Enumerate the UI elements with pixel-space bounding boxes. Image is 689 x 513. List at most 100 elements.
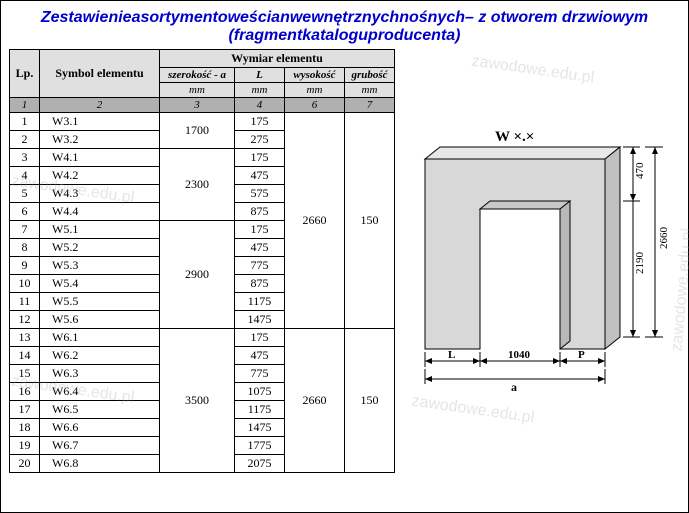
cell-L: 575 <box>235 185 285 203</box>
colnum: 1 <box>10 98 40 113</box>
shape-inner <box>480 201 570 209</box>
header-grub: grubość <box>345 68 395 83</box>
cell-symbol: W5.6 <box>40 311 160 329</box>
dim-a: a <box>511 380 517 394</box>
cell-symbol: W5.3 <box>40 257 160 275</box>
header-symbol: Symbol elementu <box>40 50 160 98</box>
element-diagram: W ×.× 470 2190 <box>395 49 689 473</box>
cell-L: 175 <box>235 113 285 131</box>
cell-L: 1475 <box>235 311 285 329</box>
cell-lp: 1 <box>10 113 40 131</box>
shape-front <box>425 159 605 349</box>
cell-lp: 11 <box>10 293 40 311</box>
cell-L: 875 <box>235 203 285 221</box>
cell-symbol: W6.7 <box>40 437 160 455</box>
cell-L: 1175 <box>235 401 285 419</box>
cell-lp: 10 <box>10 275 40 293</box>
cell-lp: 6 <box>10 203 40 221</box>
cell-L: 275 <box>235 131 285 149</box>
shape-side <box>605 147 620 349</box>
cell-symbol: W3.2 <box>40 131 160 149</box>
cell-symbol: W3.1 <box>40 113 160 131</box>
cell-lp: 16 <box>10 383 40 401</box>
diagram-label-w: W ×.× <box>495 129 534 146</box>
cell-lp: 19 <box>10 437 40 455</box>
colnum: 7 <box>345 98 395 113</box>
cell-lp: 5 <box>10 185 40 203</box>
cell-h: 2660 <box>285 113 345 329</box>
header-L: L <box>235 68 285 83</box>
colnum: 6 <box>285 98 345 113</box>
cell-symbol: W6.6 <box>40 419 160 437</box>
title-line-2: (fragmentkataloguproducenta) <box>228 27 460 44</box>
cell-L: 475 <box>235 347 285 365</box>
cell-L: 175 <box>235 329 285 347</box>
cell-lp: 13 <box>10 329 40 347</box>
cell-L: 1775 <box>235 437 285 455</box>
cell-lp: 20 <box>10 455 40 473</box>
colnum: 3 <box>160 98 235 113</box>
cell-symbol: W5.4 <box>40 275 160 293</box>
shape-inner-side <box>560 201 570 349</box>
dim-1040: 1040 <box>508 349 531 361</box>
cell-lp: 7 <box>10 221 40 239</box>
cell-a: 3500 <box>160 329 235 473</box>
cell-symbol: W5.1 <box>40 221 160 239</box>
dim-L: L <box>448 349 455 361</box>
unit-mm: mm <box>235 83 285 98</box>
cell-symbol: W6.1 <box>40 329 160 347</box>
cell-symbol: W5.2 <box>40 239 160 257</box>
colnum: 2 <box>40 98 160 113</box>
colnum: 4 <box>235 98 285 113</box>
cell-lp: 12 <box>10 311 40 329</box>
cell-lp: 8 <box>10 239 40 257</box>
shape-top <box>425 147 620 159</box>
cell-symbol: W5.5 <box>40 293 160 311</box>
cell-h: 2660 <box>285 329 345 473</box>
cell-lp: 3 <box>10 149 40 167</box>
cell-symbol: W4.3 <box>40 185 160 203</box>
cell-L: 1175 <box>235 293 285 311</box>
cell-L: 775 <box>235 365 285 383</box>
cell-symbol: W4.4 <box>40 203 160 221</box>
cell-g: 150 <box>345 113 395 329</box>
assortment-table: Lp. Symbol elementu Wymiar elementu szer… <box>9 49 395 473</box>
cell-symbol: W6.8 <box>40 455 160 473</box>
title-line-1: Zestawienieasortymentoweścianwewnętrznyc… <box>41 9 648 26</box>
cell-symbol: W6.3 <box>40 365 160 383</box>
cell-L: 475 <box>235 239 285 257</box>
unit-mm: mm <box>285 83 345 98</box>
cell-a: 1700 <box>160 113 235 149</box>
cell-symbol: W6.2 <box>40 347 160 365</box>
cell-lp: 17 <box>10 401 40 419</box>
cell-L: 475 <box>235 167 285 185</box>
cell-lp: 2 <box>10 131 40 149</box>
cell-lp: 14 <box>10 347 40 365</box>
header-wys: wysokość <box>285 68 345 83</box>
cell-symbol: W6.5 <box>40 401 160 419</box>
cell-lp: 18 <box>10 419 40 437</box>
cell-L: 175 <box>235 149 285 167</box>
cell-L: 1075 <box>235 383 285 401</box>
cell-lp: 4 <box>10 167 40 185</box>
cell-symbol: W6.4 <box>40 383 160 401</box>
dim-2660: 2660 <box>658 227 670 250</box>
dim-2190: 2190 <box>634 252 646 275</box>
cell-L: 875 <box>235 275 285 293</box>
dim-P: P <box>578 349 585 361</box>
cell-a: 2900 <box>160 221 235 329</box>
cell-lp: 9 <box>10 257 40 275</box>
cell-a: 2300 <box>160 149 235 221</box>
cell-lp: 15 <box>10 365 40 383</box>
cell-L: 775 <box>235 257 285 275</box>
cell-L: 2075 <box>235 455 285 473</box>
cell-symbol: W4.1 <box>40 149 160 167</box>
header-wymiar: Wymiar elementu <box>160 50 395 68</box>
cell-symbol: W4.2 <box>40 167 160 185</box>
unit-mm: mm <box>345 83 395 98</box>
header-lp: Lp. <box>10 50 40 98</box>
cell-L: 1475 <box>235 419 285 437</box>
cell-g: 150 <box>345 329 395 473</box>
dim-470: 470 <box>634 162 646 179</box>
header-szer: szerokość - a <box>160 68 235 83</box>
